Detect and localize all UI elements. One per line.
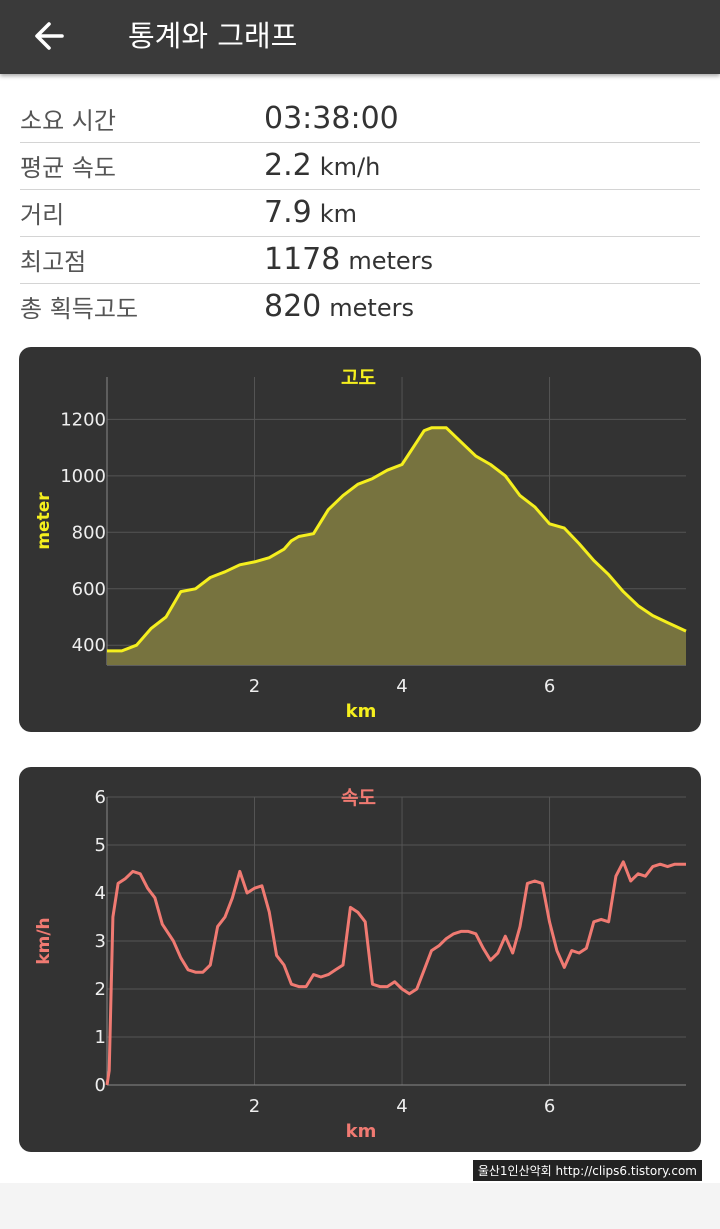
y-tick-label: 1	[95, 1027, 106, 1048]
x-tick-label: 4	[396, 676, 407, 697]
y-tick-label: 1200	[60, 409, 106, 430]
stat-value: 820 meters	[264, 289, 414, 324]
chart-title: 고도	[341, 367, 376, 389]
stat-label: 총 획득고도	[20, 295, 139, 323]
stat-value: 1178 meters	[264, 242, 433, 277]
stat-row-duration: 소요 시간 03:38:00	[20, 96, 700, 143]
stat-value: 03:38:00	[264, 101, 399, 136]
stat-label: 소요 시간	[20, 107, 116, 135]
y-tick-label: 0	[95, 1075, 106, 1096]
y-tick-label: 800	[72, 522, 106, 543]
x-tick-label: 2	[249, 676, 260, 697]
stat-unit: km	[319, 200, 357, 228]
watermark-label: 울산1인산악회 http://clips6.tistory.com	[472, 1160, 702, 1181]
x-tick-label: 2	[249, 1096, 260, 1117]
stat-number: 7.9	[264, 195, 312, 230]
y-tick-label: 3	[95, 931, 106, 952]
stat-number: 1178	[264, 242, 341, 277]
y-axis-label: meter	[34, 492, 54, 550]
stat-label: 최고점	[20, 248, 87, 276]
speed-chart: 2 4 6 0 1 2 3 4 5 6 속도 km km/h	[34, 787, 686, 1142]
elevation-chart-panel: 2 4 6 400 600 800 1000 1200 고도 km meter	[19, 347, 701, 732]
series-area	[107, 427, 686, 665]
chart-title: 속도	[341, 787, 376, 809]
stat-row-max-elevation: 최고점 1178 meters	[20, 237, 700, 284]
arrow-left-icon	[35, 22, 64, 50]
x-axis-label: km	[346, 701, 377, 722]
stat-label: 평균 속도	[20, 154, 116, 182]
x-tick-label: 6	[544, 676, 555, 697]
y-tick-label: 600	[72, 579, 106, 600]
y-axis-label: km/h	[34, 917, 54, 964]
stat-number: 2.2	[264, 148, 312, 183]
stat-unit: km/h	[319, 153, 381, 181]
stat-value: 2.2 km/h	[264, 148, 380, 183]
x-axis-label: km	[346, 1121, 377, 1142]
y-tick-label: 5	[95, 835, 106, 856]
footer-area	[0, 1183, 720, 1229]
stat-row-avg-speed: 평균 속도 2.2 km/h	[20, 143, 700, 190]
stat-number: 820	[264, 289, 322, 324]
app-bar: 통계와 그래프	[0, 0, 720, 74]
stat-value: 7.9 km	[264, 195, 357, 230]
stat-row-distance: 거리 7.9 km	[20, 190, 700, 237]
stat-unit: meters	[329, 294, 414, 322]
y-tick-label: 6	[95, 787, 106, 808]
back-button[interactable]	[28, 14, 72, 58]
x-tick-label: 4	[396, 1096, 407, 1117]
y-tick-label: 2	[95, 979, 106, 1000]
stat-row-total-ascent: 총 획득고도 820 meters	[20, 284, 700, 330]
y-tick-label: 400	[72, 635, 106, 656]
stats-table: 소요 시간 03:38:00 평균 속도 2.2 km/h 거리 7.9 km 최고…	[20, 96, 700, 330]
series-line	[107, 426, 687, 653]
stat-label: 거리	[20, 201, 65, 229]
series-line	[105, 860, 686, 1086]
y-tick-label: 4	[95, 883, 106, 904]
stat-number: 03:38:00	[264, 101, 399, 136]
stat-unit: meters	[348, 247, 434, 275]
y-tick-label: 1000	[60, 466, 106, 487]
speed-chart-panel: 2 4 6 0 1 2 3 4 5 6 속도 km km/h	[19, 767, 701, 1152]
page-title: 통계와 그래프	[128, 19, 298, 53]
elevation-chart: 2 4 6 400 600 800 1000 1200 고도 km meter	[34, 367, 687, 722]
x-tick-label: 6	[544, 1096, 555, 1117]
